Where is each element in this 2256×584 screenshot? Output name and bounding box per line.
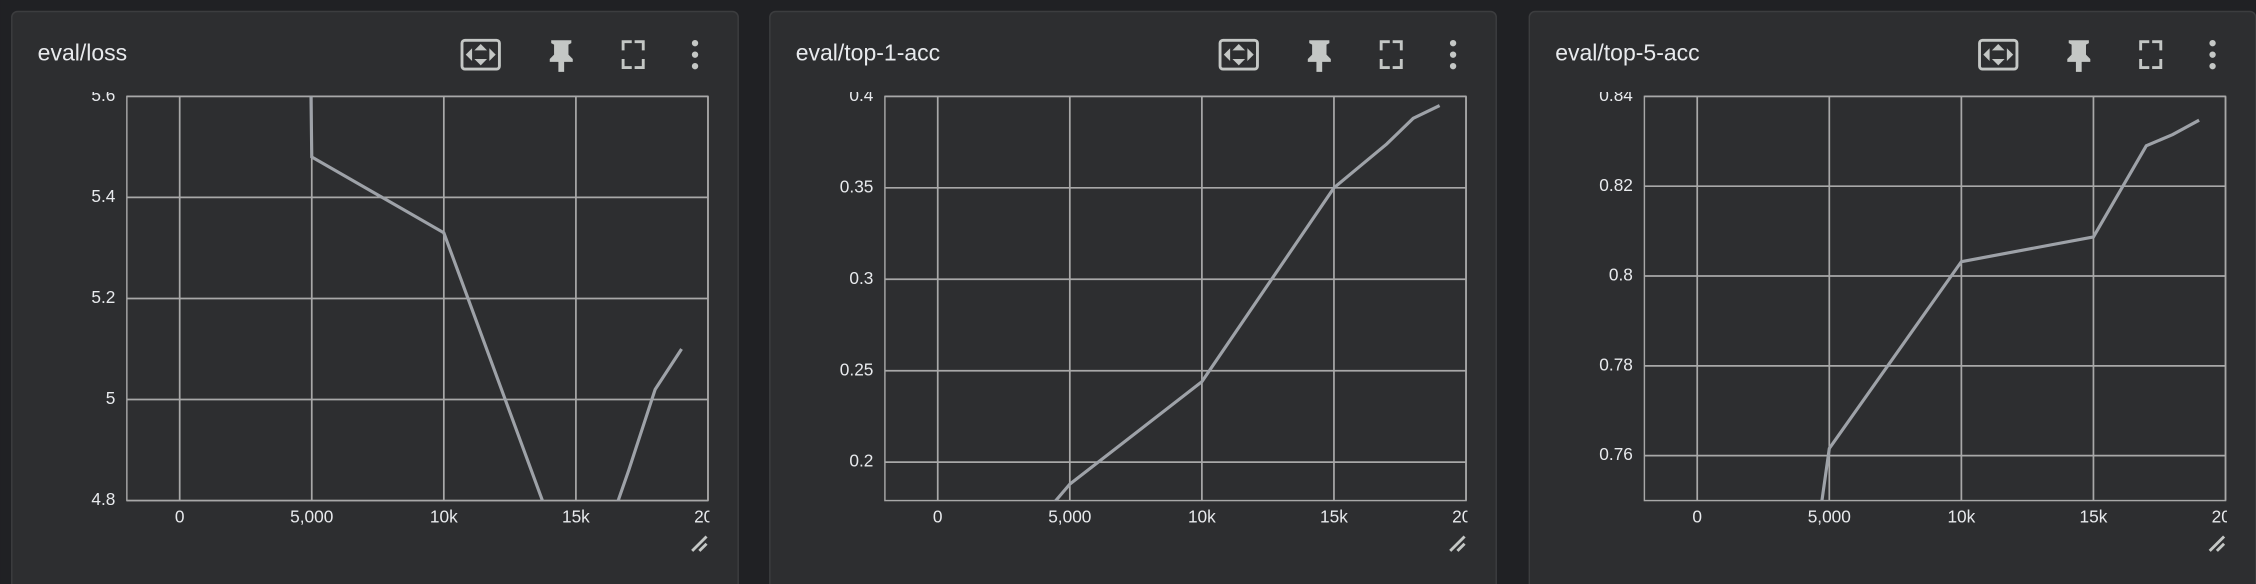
fit-domain-button[interactable] [460,38,501,71]
y-tick-label: 0.82 [1599,175,1633,195]
y-tick-label: 4.8 [91,489,115,509]
y-tick-label: 0.76 [1599,444,1633,464]
icon [1978,38,2019,71]
icon [1449,63,1457,70]
card [769,10,1497,584]
icon [1983,43,2014,66]
resize-handle [1449,535,1466,552]
fullscreen-button[interactable] [1379,40,1403,70]
icon [1449,51,1457,58]
icon [691,63,699,70]
tick-labels: 0.76 0.78 0.8 0.82 0.84 0 5,000 10k 15k 20k [1599,85,2240,526]
data-line [1053,104,1441,501]
x-tick-label: 0 [933,506,943,526]
x-tick-label: 15k [2080,506,2108,526]
x-tick-label: 15k [562,506,590,526]
y-tick-label: 0.78 [1599,354,1633,374]
x-tick-label: 10k [1188,506,1216,526]
data-line [1820,118,2200,501]
plot-frame [126,95,709,502]
pin-button[interactable] [2067,40,2091,72]
x-tick-label: 15k [1320,506,1348,526]
icon [1379,40,1403,70]
chart-card: eval/top-5-acc 0.76 0.78 0.8 0.82 0.84 0 5,000 1… [1528,10,2256,584]
icon [460,38,501,71]
pin-button[interactable] [1307,40,1331,72]
icon [549,40,573,72]
tick-labels: 4.8 5 5.2 5.4 5.6 0 5,000 10k 15k 20k [91,85,722,526]
chart-card: eval/top-1-acc 0.2 0.25 0.3 0.35 0.4 0 5,000 10k… [769,10,1497,584]
icon [621,40,645,70]
icon [1307,40,1331,72]
card [1528,10,2256,584]
y-tick-label: 0.4 [849,85,873,105]
y-tick-label: 0.25 [840,359,874,379]
x-tick-label: 20k [1452,506,1480,526]
data-line [309,96,683,501]
icon [1449,39,1457,47]
y-tick-label: 5.6 [91,85,115,105]
y-tick-label: 0.8 [1609,265,1633,285]
fullscreen-button[interactable] [2139,40,2163,70]
icon [2209,51,2216,58]
resize-handle [691,535,708,552]
y-tick-label: 5.4 [91,186,115,206]
plot-frame [1643,95,2227,502]
fit-domain-button[interactable] [1218,38,1259,71]
chart-title: eval/top-1-acc [796,40,940,66]
y-tick-label: 0.2 [849,451,873,471]
x-tick-label: 5,000 [1048,506,1091,526]
more-button[interactable] [2209,39,2216,70]
plot-frame [884,95,1467,502]
icon [2209,39,2216,47]
icon [691,39,699,47]
icon [1218,38,1259,71]
pin-button[interactable] [549,40,573,72]
x-tick-label: 20k [2212,506,2240,526]
icon [691,51,699,58]
fullscreen-button[interactable] [621,40,645,70]
chart-title: eval/top-5-acc [1555,40,1699,66]
more-button[interactable] [691,39,699,70]
resize-handle [2208,535,2226,552]
x-tick-label: 0 [1692,506,1702,526]
more-button[interactable] [1449,39,1457,70]
y-tick-label: 0.3 [849,268,873,288]
x-tick-label: 10k [1947,506,1975,526]
icon [465,43,496,66]
x-tick-label: 5,000 [290,506,333,526]
y-tick-label: 5 [106,388,116,408]
x-tick-label: 5,000 [1808,506,1851,526]
x-tick-label: 10k [430,506,458,526]
icon [1223,43,1254,66]
fit-domain-button[interactable] [1978,38,2019,71]
tick-labels: 0.2 0.25 0.3 0.35 0.4 0 5,000 10k 15k 20k [840,85,1480,526]
y-tick-label: 5.2 [91,287,115,307]
x-tick-label: 0 [175,506,185,526]
y-tick-label: 0.35 [840,176,874,196]
x-tick-label: 20k [694,506,722,526]
chart-card: eval/loss 4.8 5 5.2 5.4 5.6 0 5,000 10k 15k 20k [11,10,739,584]
icon [2209,63,2216,70]
icon [2067,40,2091,72]
icon [2139,40,2163,70]
y-tick-label: 0.84 [1599,85,1633,105]
chart-title: eval/loss [38,40,127,66]
